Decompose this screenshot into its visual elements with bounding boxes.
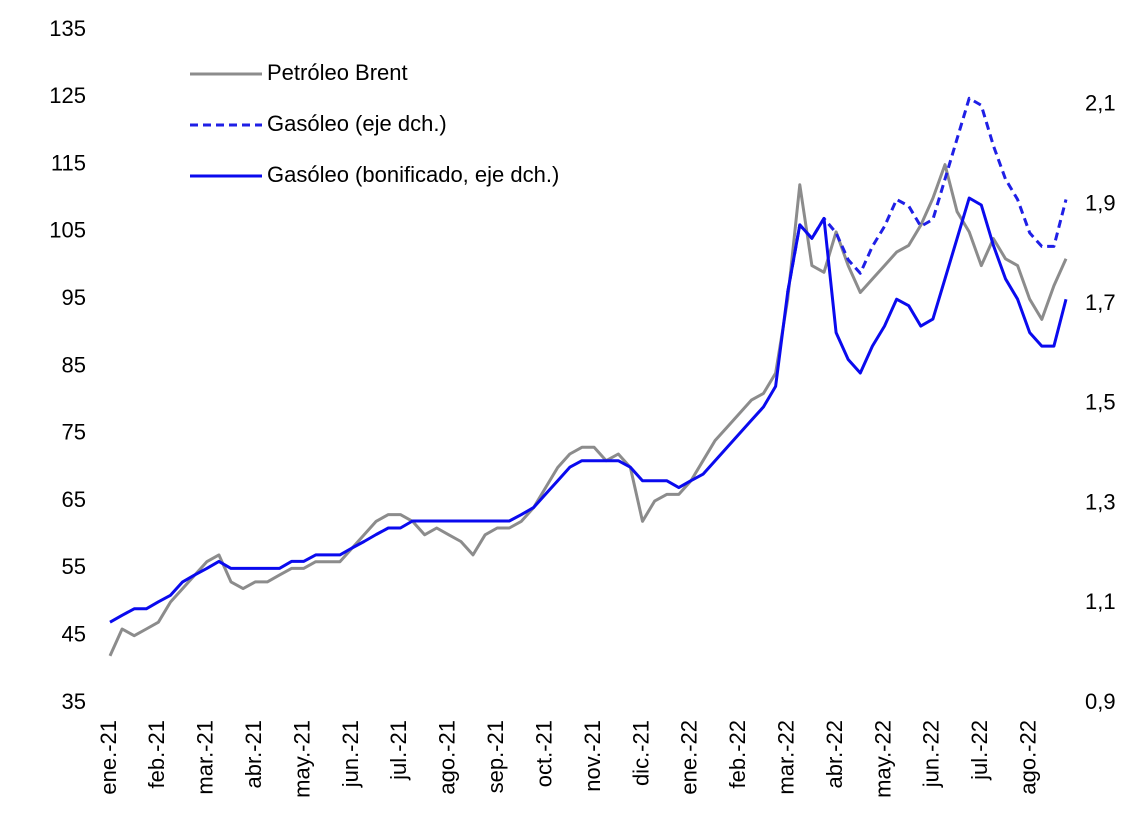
y-tick-label: 45 [62,622,86,647]
line-series [108,163,1068,657]
y-tick-label: 125 [49,83,86,108]
x-tick-label: jul.-21 [386,720,411,781]
x-tick-label: abr.-21 [241,720,266,789]
line-series [786,96,1068,293]
x-tick-label: mar.-21 [193,720,218,795]
x-tick-label: ene.-22 [677,720,702,795]
x-tick-label: ago.-21 [435,720,460,795]
x-tick-label: jun.-21 [338,720,363,788]
x-tick-label: may.-21 [289,720,314,798]
y2-tick-label: 1,1 [1085,589,1116,614]
x-tick-label: oct.-21 [531,720,556,787]
y-tick-label: 135 [49,16,86,41]
x-tick-label: dic.-21 [628,720,653,786]
x-tick-label: sep.-21 [483,720,508,793]
y2-tick-label: 1,7 [1085,290,1116,315]
line-series [109,196,1068,624]
x-tick-label: ene.-21 [96,720,121,795]
legend-label: Gasóleo (bonificado, eje dch.) [267,162,559,187]
x-tick-label: feb.-21 [144,720,169,789]
x-tick-label: feb.-22 [725,720,750,789]
y-tick-label: 55 [62,554,86,579]
x-tick-label: nov.-21 [580,720,605,792]
y-tick-label: 115 [51,150,86,175]
x-tick-label: ago.-22 [1016,720,1041,795]
x-tick-label: may.-22 [870,720,895,798]
y2-tick-label: 2,1 [1085,91,1116,116]
x-tick-label: jul.-22 [967,720,992,781]
y-tick-label: 95 [62,285,86,310]
y-tick-label: 35 [62,689,86,714]
x-tick-label: mar.-22 [773,720,798,795]
y-tick-label: 75 [62,420,86,445]
x-tick-label: jun.-22 [919,720,944,788]
y2-tick-label: 1,3 [1085,489,1116,514]
y2-tick-label: 1,5 [1085,390,1116,415]
legend-label: Gasóleo (eje dch.) [267,111,447,136]
legend-label: Petróleo Brent [267,60,408,85]
x-tick-label: abr.-22 [822,720,847,789]
y-tick-label: 105 [49,218,86,243]
y2-tick-label: 0,9 [1085,689,1116,714]
y-tick-label: 85 [62,352,86,377]
y2-tick-label: 1,9 [1085,190,1116,215]
y-tick-label: 65 [62,487,86,512]
